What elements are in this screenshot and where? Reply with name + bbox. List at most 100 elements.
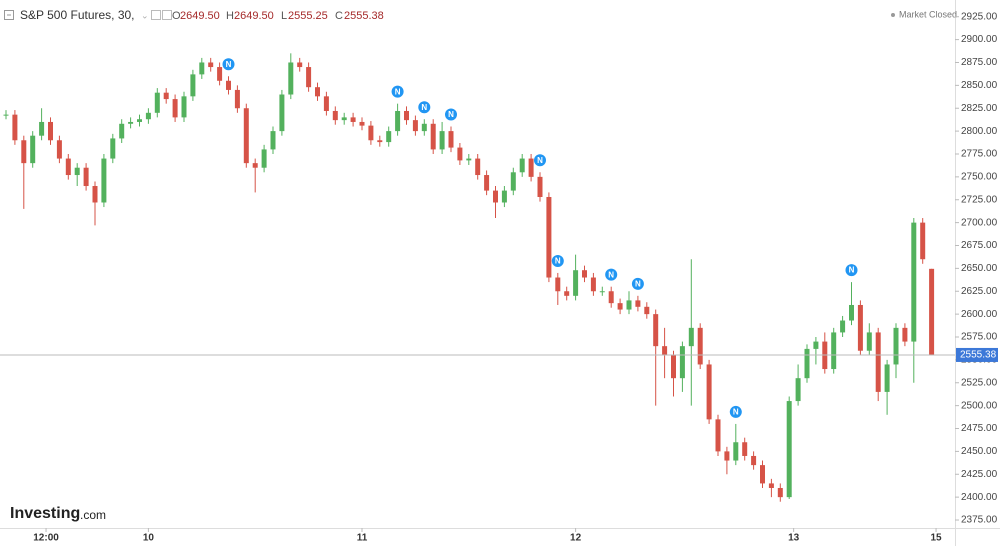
candle-body [323, 96, 329, 111]
candle-body [849, 304, 854, 321]
candle-body [199, 62, 205, 75]
candle-body [359, 121, 365, 126]
candle-body [252, 163, 258, 168]
x-tick-label: 11 [357, 533, 368, 544]
y-tick-label: 2500.00 [961, 400, 998, 411]
candle-body [404, 110, 409, 121]
news-marker-label: N [733, 408, 739, 417]
candle-body [306, 67, 312, 88]
candle-body [234, 89, 240, 109]
news-marker [534, 154, 546, 167]
candle-body [56, 140, 62, 159]
candle-body [83, 167, 89, 187]
ohlc-letter: H [226, 10, 234, 22]
ohlc-letter: C [335, 10, 343, 22]
last-price-tag [956, 347, 998, 362]
ohlc-value: 2649.50 [180, 10, 220, 22]
dropdown-icon[interactable]: ⌄ [141, 10, 149, 20]
candle-body [546, 196, 552, 278]
candle-body [840, 320, 846, 333]
news-marker [418, 101, 431, 114]
y-tick-label: 2900.00 [961, 34, 998, 45]
y-tick-label: 2525.00 [961, 377, 998, 388]
candle-body [742, 442, 748, 456]
candle-body [279, 94, 285, 132]
y-tick-label: 2700.00 [961, 217, 998, 228]
candle-body [297, 62, 303, 68]
y-tick-label: 2600.00 [961, 309, 998, 320]
candle-body [831, 332, 837, 370]
candle-body [493, 190, 498, 203]
candle-body [128, 121, 134, 124]
candle-body [510, 172, 516, 191]
news-marker-label: N [635, 279, 641, 288]
candle-body [795, 378, 801, 402]
collapse-icon[interactable] [4, 10, 14, 20]
candle-body [875, 332, 881, 392]
candle-body [154, 92, 160, 113]
candle-body [137, 119, 142, 122]
candle-body [608, 291, 614, 304]
news-marker-label: N [555, 257, 561, 266]
candle-body [412, 120, 418, 132]
y-tick-label: 2450.00 [961, 446, 998, 457]
y-tick-label: 2725.00 [961, 194, 998, 205]
candle-body [243, 108, 249, 164]
y-tick-label: 2925.00 [961, 11, 998, 22]
candle-body [777, 487, 783, 498]
close-icon[interactable] [162, 10, 172, 20]
candle-body [377, 140, 383, 143]
y-tick-label: 2650.00 [961, 263, 998, 274]
candle-body [92, 186, 98, 203]
candle-body [599, 291, 605, 293]
candle-body [439, 131, 445, 150]
candle-body [145, 112, 151, 120]
candle-body [590, 277, 596, 292]
candle-body [582, 270, 587, 278]
x-tick-label: 15 [930, 533, 942, 544]
candle-body [65, 158, 71, 176]
news-marker-label: N [608, 270, 614, 279]
brand-name: Investing [10, 505, 80, 522]
candle-body [751, 455, 757, 466]
candle-body [226, 80, 231, 90]
candle-body [190, 74, 196, 97]
settings-icon[interactable] [151, 10, 161, 20]
candle-body [48, 121, 53, 141]
news-marker-label: N [421, 103, 427, 112]
ohlc-value: 2555.25 [288, 10, 328, 22]
candle-body [715, 419, 721, 452]
candle-body [261, 149, 267, 168]
candle-body [12, 114, 18, 141]
y-tick-label: 2400.00 [961, 492, 998, 503]
candle-body [528, 158, 534, 177]
ohlc-value: 2649.50 [234, 10, 274, 22]
candle-body [341, 117, 347, 121]
candle-body [679, 346, 685, 379]
y-tick-label: 2875.00 [961, 57, 998, 68]
candle-body [662, 346, 668, 356]
x-tick-label: 13 [788, 533, 800, 544]
candle-body [653, 314, 659, 347]
candle-body [386, 131, 392, 143]
candle-body [902, 327, 908, 342]
candle-body [555, 277, 561, 292]
y-tick-label: 2750.00 [961, 172, 998, 183]
candle-body [475, 158, 481, 176]
symbol-title: S&P 500 Futures, 30, [20, 8, 135, 22]
news-marker-label: N [448, 110, 454, 119]
y-tick-label: 2800.00 [961, 126, 998, 137]
ohlc-letter: L [281, 10, 287, 22]
x-tick-label: 12:00 [33, 533, 59, 544]
candle-body [172, 99, 178, 118]
candle-body [626, 300, 632, 310]
candle-body [564, 291, 570, 296]
candle-body [448, 131, 454, 148]
candle-body [181, 96, 187, 118]
candle-body [893, 327, 899, 365]
y-tick-label: 2675.00 [961, 240, 998, 251]
y-tick-label: 2825.00 [961, 103, 998, 114]
candle-body [270, 131, 276, 150]
candle-body [697, 327, 703, 365]
news-marker [729, 405, 742, 418]
